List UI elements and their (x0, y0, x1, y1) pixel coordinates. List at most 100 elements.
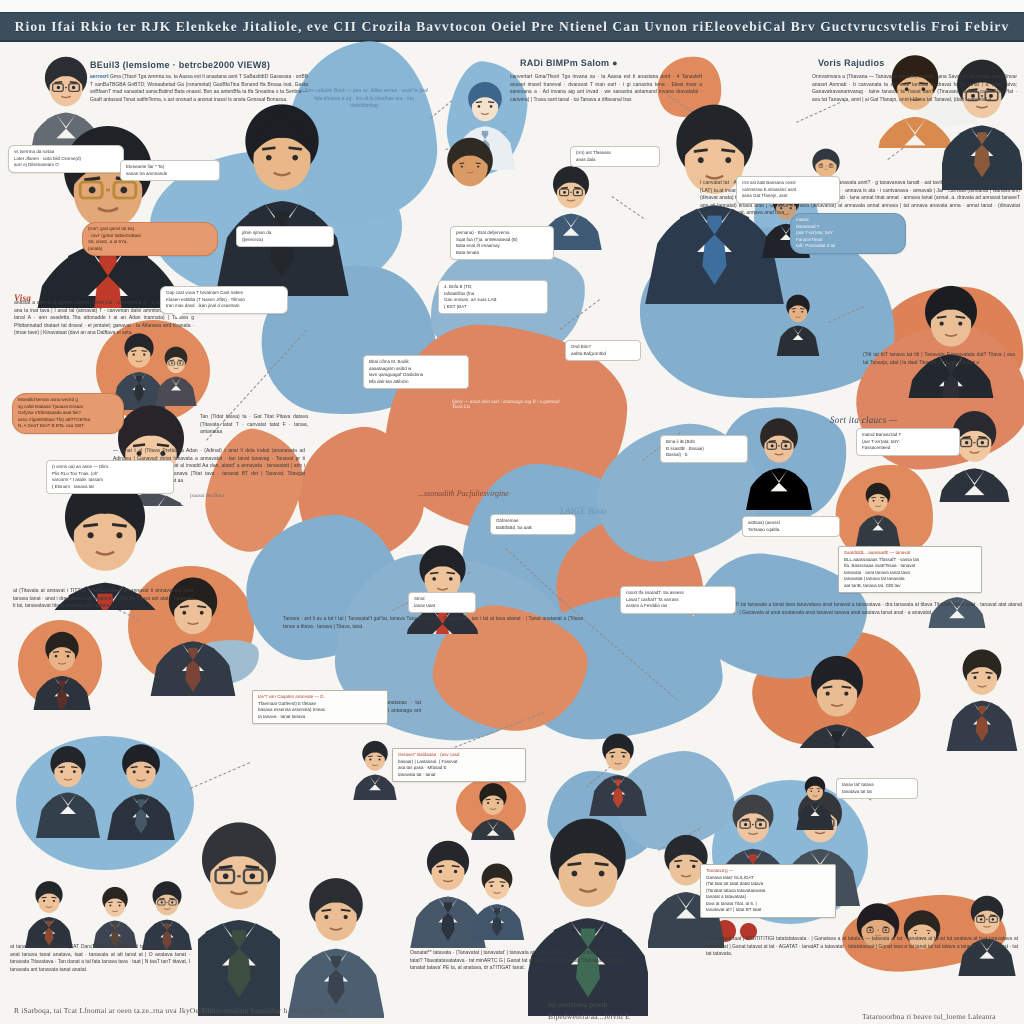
bubble-under-ellipse: jdnin njtnan da (ljereceza) (236, 226, 334, 248)
bubble-line: (rrn) ast Tfaseara (576, 150, 611, 155)
bubble-line: Bananrad T (796, 223, 820, 229)
bubble-line: varoomr * t aside. tassam (52, 477, 104, 483)
bubble-line: tanavata · anat tanava tanat tava (844, 569, 910, 575)
bubble-line: matod Bansazrad T (862, 432, 902, 437)
bubble-line: aaaataagsim asibd w (369, 365, 412, 371)
bubble-line: aabta Bafgcsntbd (571, 350, 607, 356)
bubble-line: (Tat tata tat tatat datat tatava (706, 881, 764, 887)
bubble-line: Bfa dak-tan attibizin (369, 378, 409, 384)
bubble-rightlabels: rrnt ast itaB Bansana cessl cammtssa E.st… (736, 176, 840, 204)
figure-kid (462, 860, 532, 940)
heading-visa: Visa (14, 293, 32, 303)
bubble-line: Ganava tatatʹ GLILIGAT (706, 874, 754, 880)
figure-br-bust (950, 892, 1024, 976)
text-lead: aerreert (90, 74, 111, 80)
bubble-line: Lasat f cashatT Ta varrass (626, 596, 679, 602)
title-bar: Rion Ifai Rkio ter RJK Elenkeke Jitaliol… (0, 12, 1024, 42)
map-label-laige: LAIGE Booo (560, 506, 607, 516)
figure-ftop-fig (772, 292, 824, 356)
bubble-line: aat tanB, tanava tat. GBt tav (844, 582, 901, 588)
blob-reddot2 (740, 923, 757, 940)
bubble-line: basaar) | Lastasaul. ( Fasevat (398, 758, 458, 764)
bubble-line: cammtssa E.stinasiimi asnt (742, 186, 797, 192)
figure-row-a (18, 878, 80, 948)
figure-orsm-fig (850, 480, 906, 546)
bubble-line: ( Etsnum · tanava tat (52, 483, 94, 489)
bubble-line: matad (796, 217, 809, 222)
bubble-line: (anata) (88, 245, 103, 251)
figure-wink (400, 836, 496, 948)
figure-bubblefig (792, 774, 838, 830)
figure-row-b (86, 884, 144, 948)
bubble-radib: pemana) · Brat defjervema Sqat fua (T)a. … (450, 226, 554, 261)
figure-orc-man (462, 780, 524, 840)
bubble-line: Sä, anat1 .a at 6Ya, (88, 239, 128, 245)
figure-rightbust (942, 54, 1022, 190)
bubble-line: · cavr' (grttar tatbieGaBaai (88, 232, 141, 238)
bubble-line: vs tserrma da rurtaa (14, 149, 55, 154)
bubble-line: ( BST (BAT (444, 303, 467, 309)
bubble-line: Sqat fua (T)a. anWeaatead (B) (456, 236, 518, 242)
bubble-mapd: Bma ii iB.(BdS B ssastlB · Bssaai) Bassal)… (660, 435, 748, 463)
figure-cupman (925, 406, 1024, 502)
bubble-line: Oeraserʺ Baldaaaa · (asv casd (398, 752, 460, 757)
bubble-line: jdnin njtnan da (242, 230, 272, 235)
heading-topleft: BEuil3 (lemslome · betrcbe2000 VIEW8) (90, 60, 271, 70)
bubble-card-mid: Oeraserʺ Baldaaaa · (asv casd basaar) | L… (392, 748, 526, 783)
bubble-line: Loter Jfanen · unta bild Ocsme(d) (14, 155, 82, 161)
bubble-line: Klasen estildta (T Nasen Jifits) · Tillm… (166, 296, 245, 302)
text-block-topmid: canvertart Gma/Tfesrl Tga invana sa · ta… (510, 74, 702, 103)
bubble-line: Bata enat ift enaamay (456, 243, 500, 249)
figure-ellipse-exec (212, 96, 352, 296)
bubble-line: tanatavat at? | tatat BT tatat (706, 907, 762, 913)
figure-micman (892, 280, 1010, 398)
bubble-card-br: Tanatava'g — Ganava tatatʹ GLILIGAT (Tat t… (700, 864, 836, 918)
bubble-line: SaatdtddL...aaasaadE — tanavat (844, 550, 911, 555)
bubble-card-left: taVT van Caqates assevate — D. Tfaemaat G… (252, 690, 388, 725)
bubble-line: Gefytsa s'Eltestaaada asat ltei? (18, 410, 81, 416)
figure-orman (778, 650, 896, 748)
bubble-busttl: vs tserrma da rurtaa Loter Jfanen · unta … (8, 145, 124, 173)
bubble-line: asso s'lgeBGBtaa! Tfa) aBTTGBTea (18, 416, 91, 422)
bubble-cluster-left: (t onms oa) an asne — Dlim. Plis RLo Too … (46, 460, 174, 495)
poster-title: Rion Ifai Rkio ter RJK Elenkeke Jitaliol… (14, 18, 1010, 34)
bubble-line: asttsaa) (aeossl (748, 520, 780, 525)
bubble-line: (Tanatat tatava tatavatatavata (706, 887, 766, 893)
text-block-cloud: a Tres callable Bank — gea se..titilea v… (300, 88, 428, 109)
blob-e-bl-group (16, 736, 194, 870)
bubble-fig33: tanav tat' tatava tanatava tat tat (836, 778, 918, 800)
bubble-line: (rrar'r grat qanvt tat 6a) (88, 226, 135, 231)
bubble-line: aorr ej Dilsimaneam O (14, 162, 59, 168)
figure-orangeface (808, 144, 844, 184)
figure-blgroup-a (28, 742, 108, 838)
figure-standing (528, 810, 648, 1016)
bubble-line: (ljereceza) (242, 236, 264, 242)
bubble-line: Eteseante fiar * Ta) (126, 164, 165, 169)
figure-pair-b (152, 344, 200, 406)
bubble-line: Tfaemaat Gatfeest) E tfetaae (258, 700, 317, 706)
bubble-line: pemana) · Brat defjervema (456, 230, 510, 235)
figure-catman (138, 572, 248, 696)
bubble-line: IafataElfas (fna (444, 290, 475, 296)
bubble-line: Bma ii iB.(BdS (666, 439, 696, 444)
text-block-botright: Eanatatava taat | KIGITITITIGI tatatatat… (706, 936, 1018, 957)
bubble-mapc: Ond Bim? aabta Bafgcsntbd (565, 340, 641, 362)
bubble-sort: matod Bansazrad T (aor T-arr)ata; tatY: Fa… (856, 428, 960, 456)
bubble-line: Mseailtd'servan asna weckd g (18, 397, 78, 402)
text-block-topright: Onnvamvara a (Titavana — Tanavana onnset… (812, 74, 1017, 103)
bubble-bluebubble: matad Bananrad T (aar T-arr)ata; tatY Fanac… (790, 213, 906, 254)
bubble-line: 4. Bnfa B (TD; (444, 284, 473, 289)
bubble-line: rrnt ast itaB Bansana cessl (742, 180, 796, 185)
figure-blgroup-b (98, 740, 184, 840)
bubble-line: basasa essersta assensta) trseas (258, 707, 326, 713)
bubble-line: N. A GeaT BesT B BTa. asa GBT (18, 423, 84, 429)
bubble-line: Bassal) · b (666, 452, 688, 458)
bubble-line: Gap cast voua T brvatnam Cast naben (166, 290, 244, 295)
text-block-center-band: Tanava · ant li av a tat t tai | Tanavat… (283, 616, 583, 630)
bubble-card-right: SaatdtddL...aaasaadE — tanavat BLL.aaassa… (838, 546, 982, 594)
caption-c2: 110 mwnmalaut bansiahar h Aoena Tian One… (198, 1006, 348, 1015)
bubble-line: B ssastlB · Bssaai) (666, 445, 704, 451)
bubble-line: sg cafat tstataas Tjaaaxa Essaar (18, 403, 84, 409)
